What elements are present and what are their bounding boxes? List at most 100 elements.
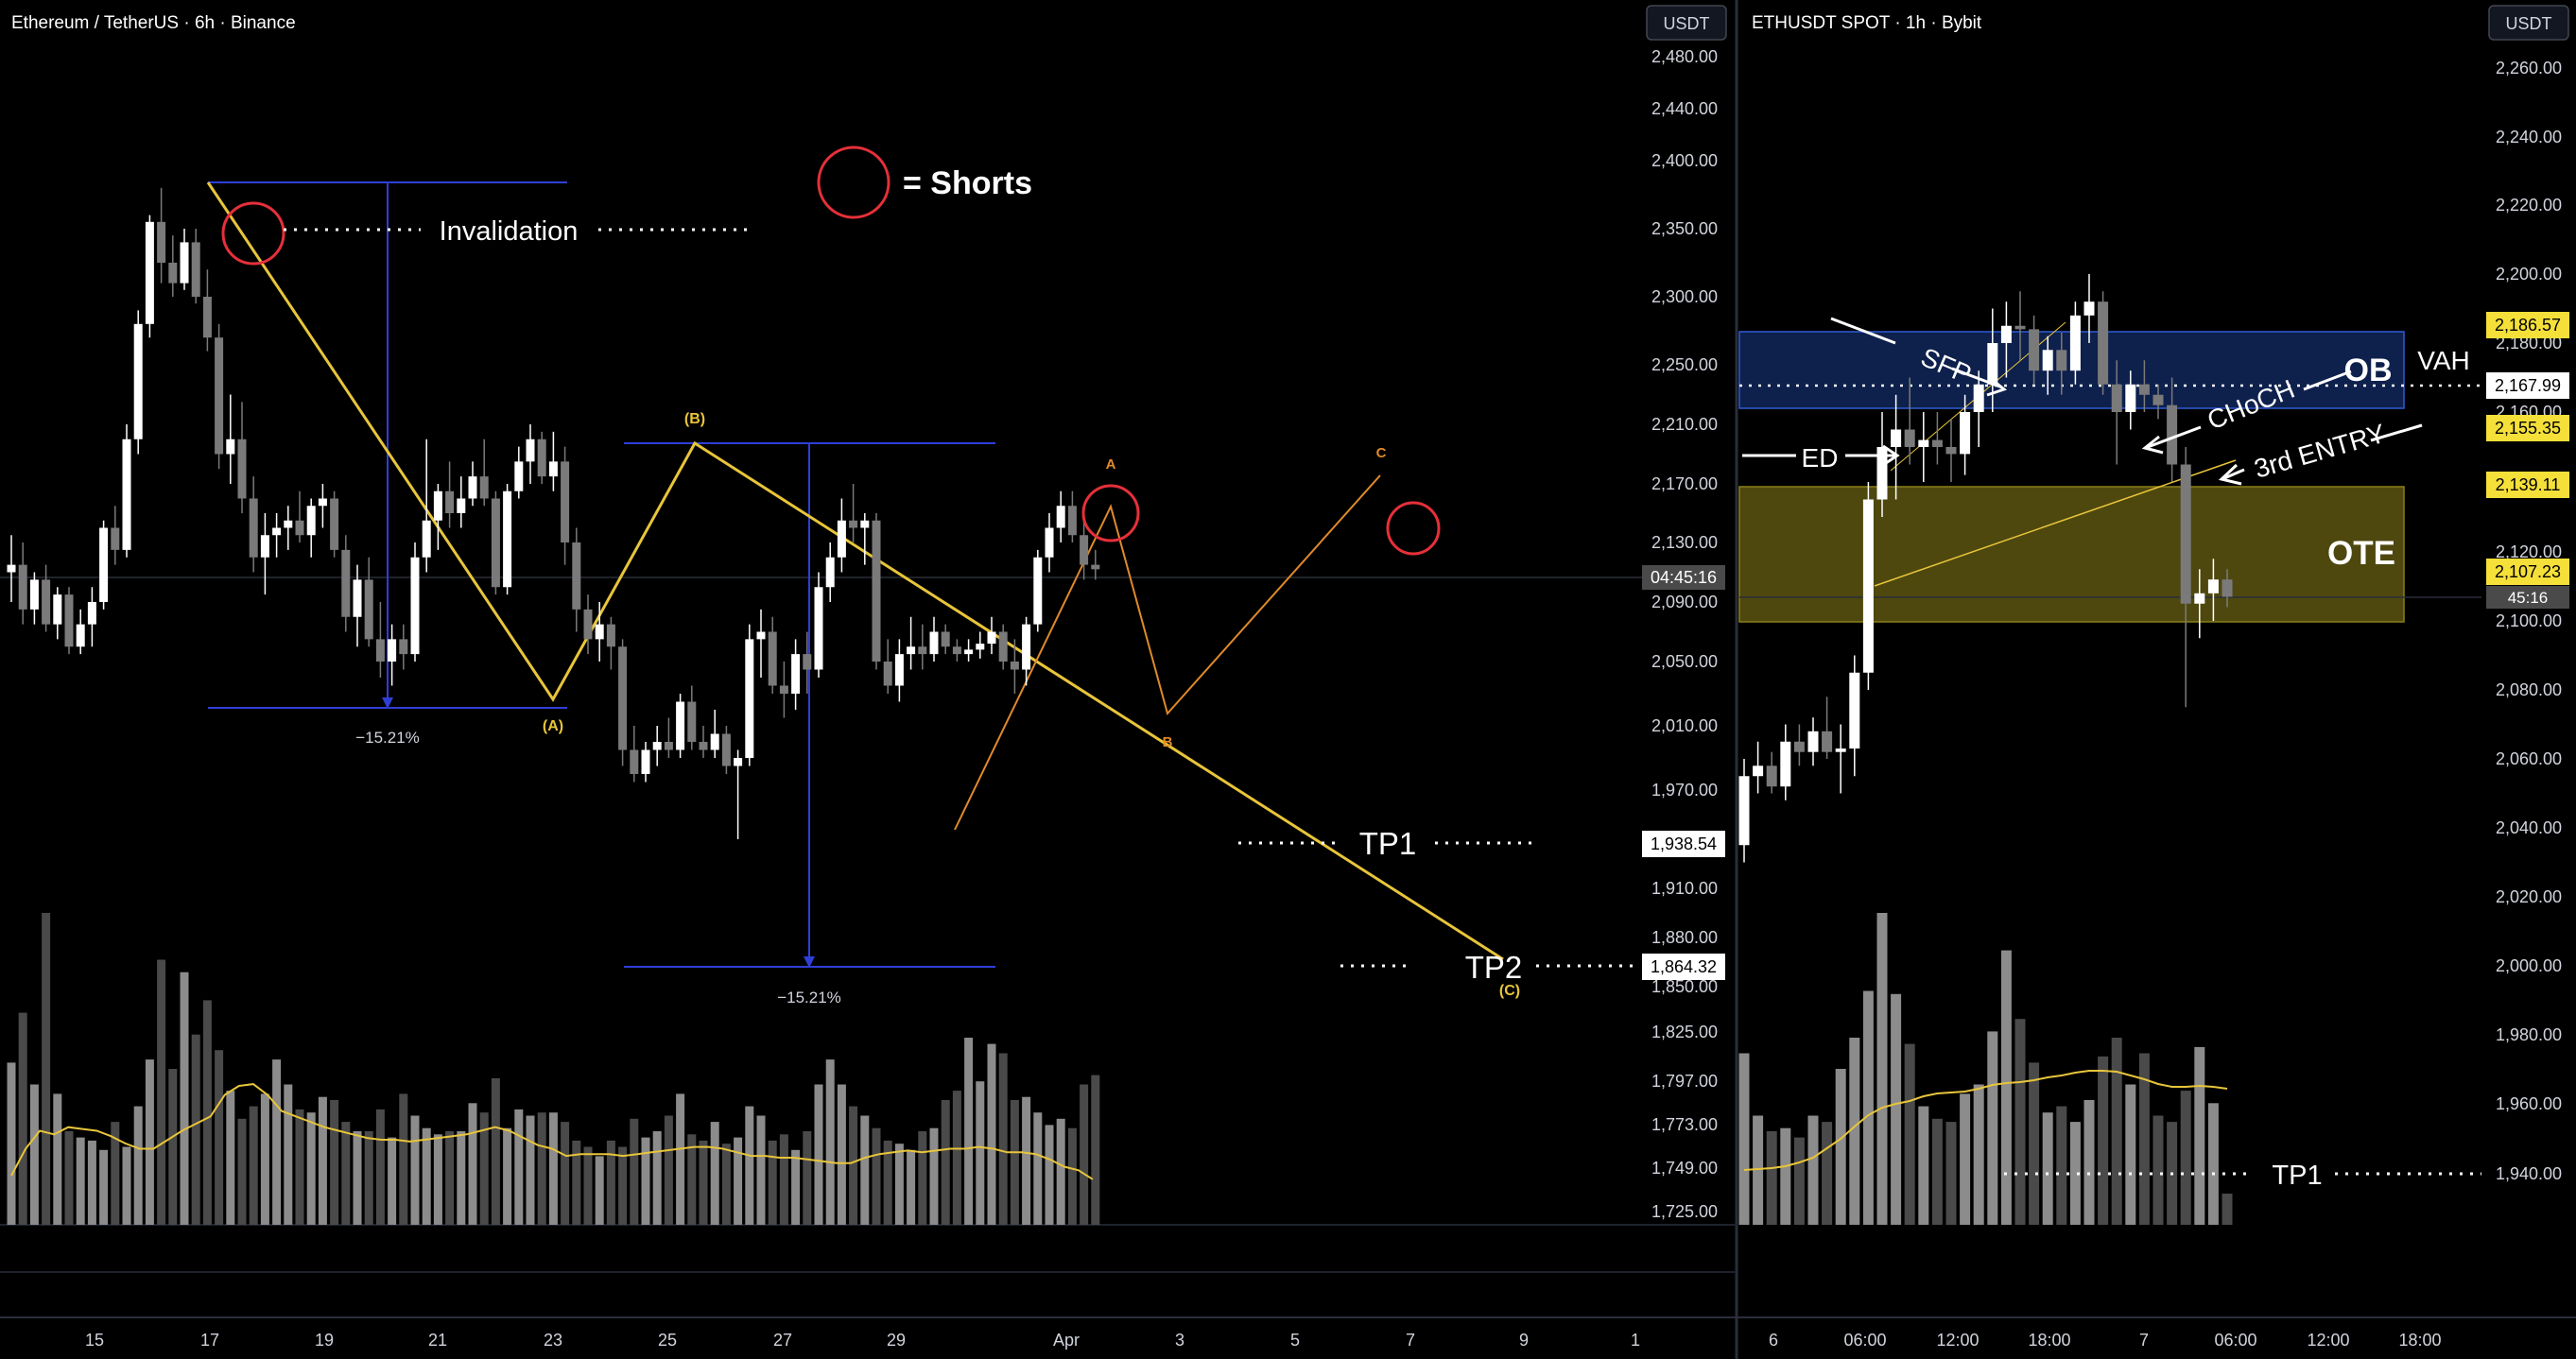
volume-bar bbox=[2152, 1115, 2164, 1225]
volume-bar bbox=[687, 1134, 697, 1225]
right-price-tick: 2,000.00 bbox=[2496, 956, 2562, 975]
candle-body bbox=[2098, 301, 2109, 385]
volume-bar bbox=[1022, 1096, 1031, 1225]
right-price-tick: 2,020.00 bbox=[2496, 887, 2562, 906]
volume-bar bbox=[99, 1149, 109, 1225]
volume-bar bbox=[1080, 1084, 1089, 1225]
volume-bar bbox=[191, 1034, 200, 1225]
volume-bar bbox=[272, 1059, 282, 1225]
candle-body bbox=[1862, 499, 1874, 673]
left-price-axis[interactable]: 2,480.00 2,440.00 2,400.00 2,350.00 2,300.00… bbox=[1651, 47, 1718, 1221]
volume-bar bbox=[929, 1127, 939, 1225]
left-price-tick: 1,749.00 bbox=[1651, 1159, 1718, 1178]
candle-body bbox=[814, 587, 823, 670]
candle-body bbox=[779, 685, 788, 694]
wave-label-a: A bbox=[1106, 456, 1116, 473]
candle-body bbox=[491, 498, 500, 588]
left-currency-button[interactable]: USDT bbox=[1646, 5, 1727, 41]
volume-bar bbox=[1056, 1118, 1065, 1225]
left-tp2-price: 1,864.32 bbox=[1651, 957, 1717, 976]
candle-body bbox=[630, 749, 639, 774]
volume-bar bbox=[1091, 1075, 1100, 1225]
right-tp1-label: TP1 bbox=[2272, 1161, 2322, 1191]
candle-body bbox=[29, 579, 39, 610]
choch-stroke bbox=[2303, 370, 2352, 391]
volume-bar bbox=[468, 1103, 477, 1225]
sfp-arrow-head bbox=[1986, 375, 2008, 397]
right-currency-button[interactable]: USDT bbox=[2488, 5, 2569, 41]
volume-bar bbox=[791, 1149, 801, 1225]
measure-tool-2[interactable] bbox=[624, 442, 995, 968]
volume-bar bbox=[2138, 1053, 2150, 1225]
right-price-tick: 2,220.00 bbox=[2496, 196, 2562, 215]
volume-bar bbox=[2194, 1046, 2205, 1225]
candle-body bbox=[768, 631, 777, 686]
wave-label-A-big: (A) bbox=[543, 718, 563, 734]
left-time-axis[interactable]: 15 17 19 21 23 25 27 29 Apr 3 5 7 9 1 bbox=[85, 1331, 1640, 1350]
right-time-tick: 18:00 bbox=[2028, 1331, 2070, 1350]
candle-body bbox=[756, 631, 766, 640]
candle-body bbox=[1793, 741, 1805, 752]
volume-bar bbox=[353, 1131, 362, 1225]
candle-body bbox=[18, 564, 27, 610]
volume-bar bbox=[572, 1140, 581, 1225]
candle-body bbox=[998, 631, 1008, 662]
volume-bar bbox=[1931, 1118, 1943, 1225]
right-tag-2186-text: 2,186.57 bbox=[2495, 316, 2561, 335]
left-price-tick: 2,480.00 bbox=[1651, 47, 1718, 66]
right-price-tick: 2,040.00 bbox=[2496, 818, 2562, 837]
left-tp1-price-tag: 1,938.54 bbox=[1642, 831, 1725, 857]
ote-label: OTE bbox=[2327, 535, 2395, 572]
volume-bar bbox=[1835, 1069, 1846, 1225]
volume-bar bbox=[1045, 1125, 1054, 1225]
right-tag-2107-text: 2,107.23 bbox=[2495, 562, 2561, 581]
left-tp1-price: 1,938.54 bbox=[1651, 834, 1717, 853]
candle-body bbox=[226, 439, 235, 455]
volume-bar bbox=[399, 1093, 408, 1225]
volume-bar bbox=[215, 1050, 224, 1225]
candle-body bbox=[2111, 384, 2122, 412]
candle-body bbox=[2069, 315, 2081, 371]
volume-bar bbox=[111, 1122, 120, 1225]
volume-bar bbox=[237, 1118, 247, 1225]
volume-bar bbox=[630, 1118, 639, 1225]
candle-body bbox=[53, 594, 62, 625]
measure-pct-2: −15.21% bbox=[777, 989, 841, 1006]
candle-body bbox=[618, 646, 628, 750]
candle-body bbox=[976, 644, 985, 650]
volume-bar bbox=[526, 1115, 535, 1225]
third-entry-arrow bbox=[2223, 468, 2245, 480]
right-time-tick: 6 bbox=[1769, 1331, 1778, 1350]
candle-body bbox=[1033, 557, 1043, 625]
measure-pct-1: −15.21% bbox=[355, 729, 420, 747]
ote-zone[interactable] bbox=[1738, 486, 2405, 623]
volume-bar bbox=[2029, 1062, 2040, 1225]
right-price-tag-2155: 2,155.35 bbox=[2486, 415, 2569, 441]
candle-body bbox=[215, 337, 224, 455]
choch-arrow bbox=[2147, 425, 2202, 449]
candle-body bbox=[894, 654, 904, 686]
candle-body bbox=[87, 602, 96, 625]
volume-bar bbox=[872, 1127, 881, 1225]
candle-body bbox=[952, 646, 961, 655]
candle-body bbox=[2014, 325, 2026, 330]
measure-tool-1[interactable] bbox=[208, 181, 567, 709]
short-marker-circle bbox=[1386, 501, 1441, 556]
candle-body bbox=[721, 733, 731, 766]
right-price-axis[interactable]: 2,260.002,240.002,220.002,200.002,180.00… bbox=[2496, 59, 2562, 1183]
candle-body bbox=[941, 631, 950, 647]
left-price-tick: 2,300.00 bbox=[1651, 287, 1718, 306]
volume-bar bbox=[1918, 1106, 1929, 1225]
candle-body bbox=[849, 520, 858, 528]
candle-body bbox=[548, 461, 558, 477]
small-abc-line bbox=[954, 474, 1381, 831]
right-time-axis[interactable]: 6 06:00 12:00 18:00 7 06:00 12:00 18:00 bbox=[1769, 1331, 2442, 1350]
right-time-tick: 06:00 bbox=[1843, 1331, 1886, 1350]
right-price-tick: 2,100.00 bbox=[2496, 611, 2562, 630]
candle-body bbox=[1931, 439, 1943, 447]
volume-bar bbox=[710, 1122, 719, 1225]
volume-bar bbox=[29, 1084, 39, 1225]
left-volume-sma-line bbox=[10, 1083, 1094, 1180]
volume-bar bbox=[641, 1137, 650, 1225]
